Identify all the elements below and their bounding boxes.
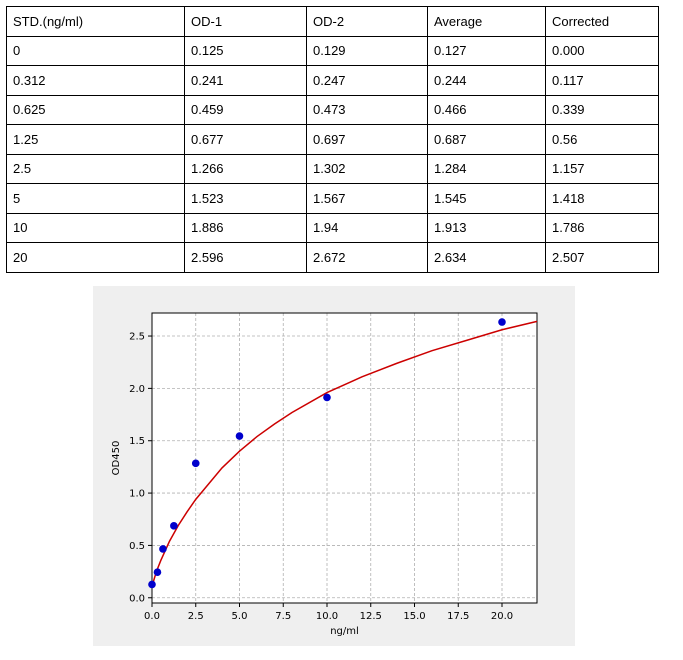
y-tick-label: 0.0 (129, 593, 145, 604)
table-row: 1.25 0.677 0.697 0.687 0.56 (6, 124, 659, 155)
table-cell: 1.302 (306, 153, 428, 184)
data-point (323, 393, 331, 402)
x-axis-label: ng/ml (330, 626, 359, 637)
table-cell: 10 (6, 212, 185, 243)
table-cell: 0.339 (545, 94, 659, 125)
table-cell: 2.634 (427, 242, 546, 273)
chart-panel: 0.0 2.5 5.0 7.5 10.0 12.5 15.0 17.5 20.0 0.0 0.5 1.… (93, 286, 575, 646)
table-row: 0 0.125 0.129 0.127 0.000 (6, 35, 659, 66)
table-cell: 2.672 (306, 242, 428, 273)
table-cell: 0.244 (427, 65, 546, 96)
table-cell: 0.687 (427, 124, 546, 155)
y-tick-label: 2.0 (129, 384, 145, 395)
table-cell: 0.677 (184, 124, 307, 155)
x-tick-label: 10.0 (316, 611, 338, 622)
column-header: OD-1 (184, 6, 307, 37)
standard-curve-chart: 0.0 2.5 5.0 7.5 10.0 12.5 15.0 17.5 20.0 0.0 0.5 1.… (111, 312, 538, 637)
table-cell: 1.94 (306, 212, 428, 243)
y-tick-label: 0.5 (129, 541, 145, 552)
data-point (498, 318, 506, 326)
table-cell: 0.697 (306, 124, 428, 155)
table-cell: 0.56 (545, 124, 659, 155)
table-row: 0.625 0.459 0.473 0.466 0.339 (6, 94, 659, 125)
table-cell: 20 (6, 242, 185, 273)
table-cell: 1.25 (6, 124, 185, 155)
table-cell: 0.473 (306, 94, 428, 125)
table-cell: 1.284 (427, 153, 546, 184)
x-tick-label: 2.5 (188, 611, 204, 622)
table-cell: 2.596 (184, 242, 307, 273)
table-cell: 0.127 (427, 35, 546, 66)
data-point (148, 580, 156, 589)
table-row: 20 2.596 2.672 2.634 2.507 (6, 242, 659, 273)
table-cell: 1.886 (184, 212, 307, 243)
x-tick-label: 17.5 (447, 611, 469, 622)
table-cell: 1.418 (545, 183, 659, 214)
y-tick-label: 1.0 (129, 489, 145, 500)
standard-curve-table: STD.(ng/ml) OD-1 OD-2 Average Corrected 0 0.12… (6, 6, 659, 273)
column-header: STD.(ng/ml) (6, 6, 185, 37)
table-cell: 0.466 (427, 94, 546, 125)
table-cell: 0.125 (184, 35, 307, 66)
table-cell: 0.247 (306, 65, 428, 96)
plot-area (152, 313, 537, 603)
x-tick-label: 12.5 (360, 611, 382, 622)
data-point (191, 459, 200, 468)
table-row: 0.312 0.241 0.247 0.244 0.117 (6, 65, 659, 96)
data-point (235, 432, 244, 440)
x-tick-label: 15.0 (403, 611, 425, 622)
column-header: Average (427, 6, 546, 37)
y-tick-label: 2.5 (129, 332, 145, 343)
data-point (159, 545, 167, 553)
x-tick-label: 0.0 (144, 611, 160, 622)
table-cell: 0.459 (184, 94, 307, 125)
table-row: 10 1.886 1.94 1.913 1.786 (6, 212, 659, 243)
plot-frame (151, 312, 538, 604)
table-cell: 1.523 (184, 183, 307, 214)
table-cell: 0.312 (6, 65, 185, 96)
table-cell: 0.129 (306, 35, 428, 66)
column-header: OD-2 (306, 6, 428, 37)
table-row: 5 1.523 1.567 1.545 1.418 (6, 183, 659, 214)
table-header-row: STD.(ng/ml) OD-1 OD-2 Average Corrected (6, 6, 659, 37)
table-cell: 1.157 (545, 153, 659, 184)
table-cell: 0.117 (545, 65, 659, 96)
table-cell: 1.913 (427, 212, 546, 243)
x-tick-label: 7.5 (275, 611, 291, 622)
table-cell: 1.786 (545, 212, 659, 243)
data-point (153, 568, 162, 577)
y-axis-label: OD450 (111, 441, 122, 476)
x-tick-label: 20.0 (491, 611, 513, 622)
table-cell: 0.000 (545, 35, 659, 66)
fit-curve-line (151, 320, 538, 587)
table-cell: 0 (6, 35, 185, 66)
table-cell: 0.625 (6, 94, 185, 125)
table-cell: 1.266 (184, 153, 307, 184)
table-row: 2.5 1.266 1.302 1.284 1.157 (6, 153, 659, 184)
column-header: Corrected (545, 6, 659, 37)
table-cell: 0.241 (184, 65, 307, 96)
table-cell: 1.567 (306, 183, 428, 214)
x-tick-label: 5.0 (232, 611, 248, 622)
table-cell: 2.5 (6, 153, 185, 184)
data-point (170, 522, 178, 530)
table-cell: 1.545 (427, 183, 546, 214)
table-cell: 2.507 (545, 242, 659, 273)
y-tick-label: 1.5 (129, 436, 145, 447)
table-cell: 5 (6, 183, 185, 214)
